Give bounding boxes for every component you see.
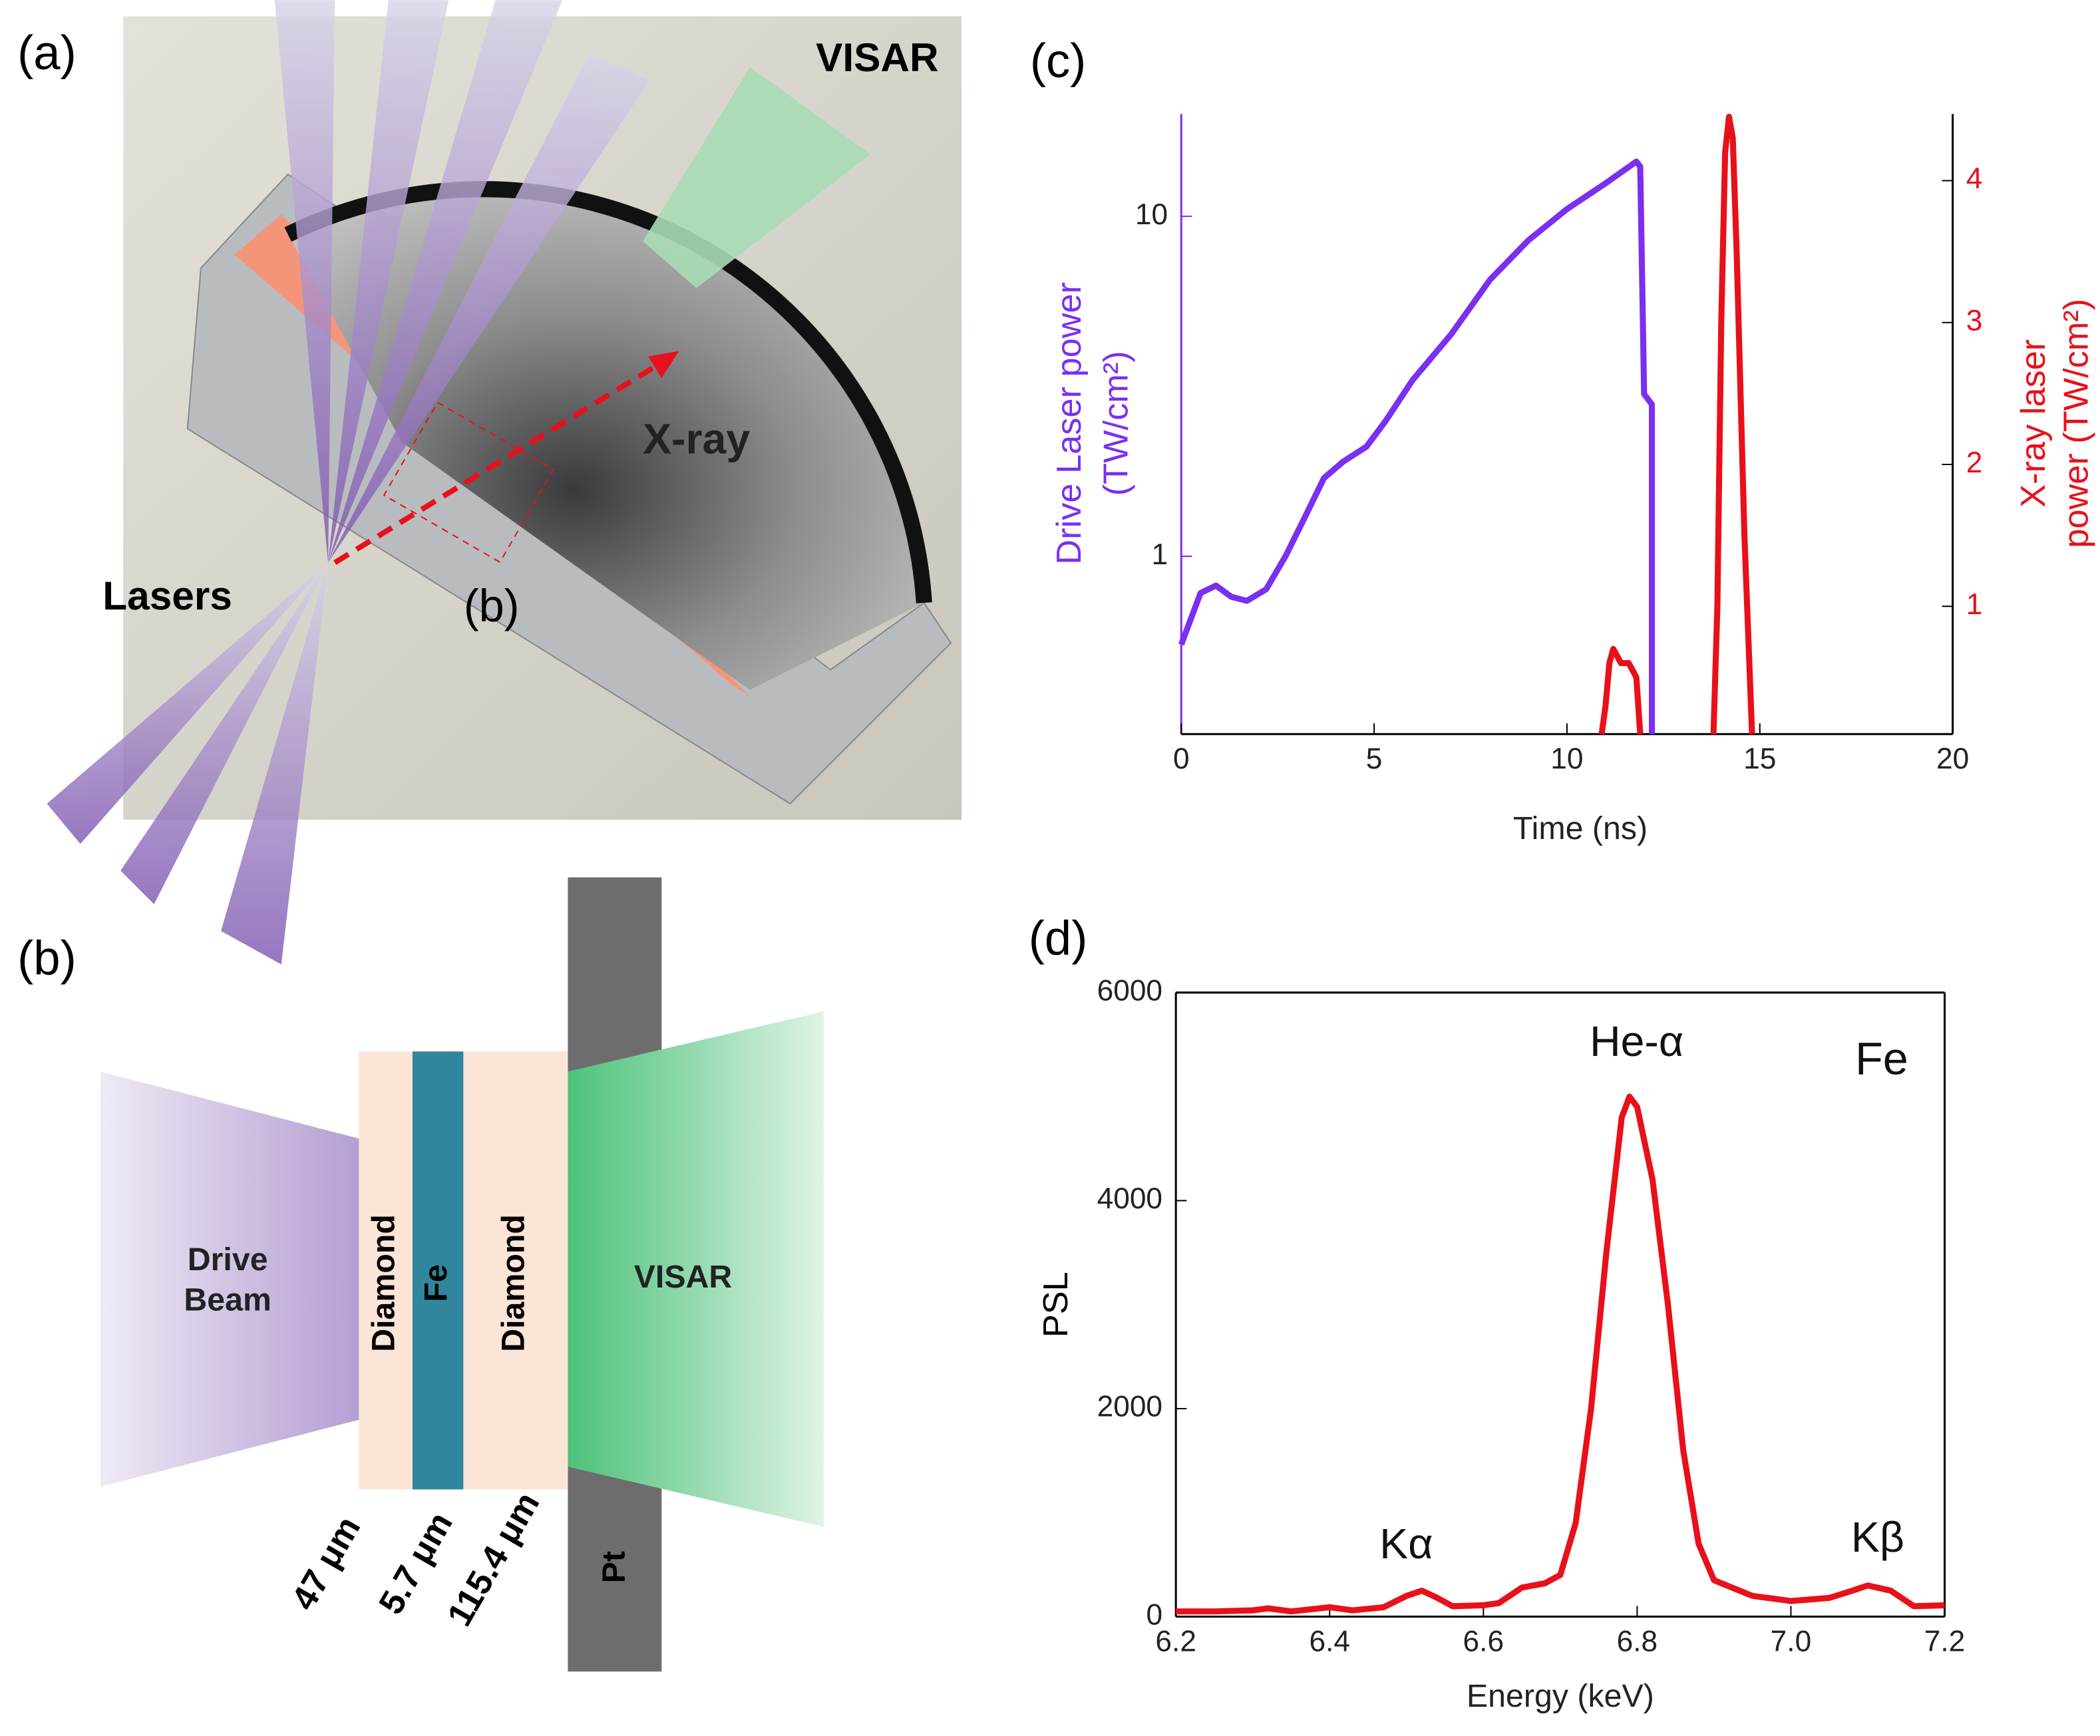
panel-label: (b) [17, 932, 77, 985]
drive-label: Beam [184, 1282, 271, 1317]
layer-label: Diamond [365, 1214, 401, 1352]
thickness-label: 47 μm [284, 1510, 368, 1617]
x-tick-label: 6.6 [1463, 1626, 1504, 1658]
diamond-layer [463, 1051, 568, 1490]
y2-tick-label: 3 [1966, 305, 1983, 337]
xray-path [333, 359, 665, 566]
visar-beam [643, 67, 871, 288]
x-axis-label: Energy (keV) [1467, 1678, 1654, 1714]
visar-label: VISAR [634, 1259, 733, 1295]
drive-label: Drive [188, 1242, 268, 1278]
panel-label: (d) [1029, 911, 1088, 965]
y-tick-label: 6000 [1097, 974, 1162, 1007]
y-axis-label: PSL [1037, 1272, 1075, 1337]
y-axis-label: Drive Laser power [1050, 282, 1089, 565]
y-tick-label: 10 [1135, 198, 1168, 231]
y2-tick-label: 1 [1966, 588, 1983, 621]
x-tick-label: 5 [1366, 743, 1383, 775]
fe-layer [412, 1051, 464, 1490]
visar-label: VISAR [816, 35, 939, 80]
xray-label: X-ray [643, 415, 750, 462]
y2-axis-label: power (TW/cm²) [2057, 299, 2096, 548]
annotation: Kα [1379, 1520, 1433, 1568]
data-line [1598, 114, 1755, 735]
x-tick-label: 6.2 [1155, 1626, 1196, 1658]
x-tick-label: 7.0 [1771, 1626, 1812, 1658]
y-tick-label: 4000 [1097, 1182, 1162, 1215]
x-axis-label: Time (ns) [1513, 810, 1648, 846]
x-tick-label: 15 [1743, 743, 1776, 775]
x-tick-label: 6.8 [1617, 1626, 1658, 1658]
data-line [1178, 158, 1656, 735]
x-tick-label: 7.2 [1924, 1626, 1966, 1658]
xray-arrowhead [648, 351, 679, 378]
y2-tick-label: 4 [1966, 162, 1983, 195]
x-tick-label: 20 [1936, 743, 1969, 775]
visar-beam [568, 1011, 824, 1527]
y-tick-label: 1 [1151, 538, 1168, 571]
y-tick-label: 0 [1146, 1598, 1162, 1631]
target-diagram: Drive Beam Diamond Fe Diamond VISAR Pt 4… [100, 877, 824, 1672]
x-tick-label: 0 [1173, 743, 1190, 775]
drive-beam [100, 1071, 359, 1487]
panel-label: (a) [17, 26, 77, 80]
annotation: Fe [1855, 1033, 1908, 1084]
laser-beams [47, 0, 650, 965]
thickness-label: 115.4 μm [440, 1486, 548, 1633]
y2-axis-label: X-ray laser [2014, 339, 2053, 508]
annotation: He-α [1590, 1017, 1683, 1065]
diamond-layer [359, 1051, 413, 1490]
x-tick-label: 10 [1550, 743, 1583, 775]
data-line [1176, 1093, 1945, 1615]
annotation: Kβ [1851, 1513, 1904, 1561]
setup-render: VISAR X-ray Lasers (b) [47, 0, 962, 965]
y2-tick-label: 2 [1966, 446, 1983, 479]
x-tick-label: 6.4 [1309, 1626, 1350, 1658]
y-axis-label: (TW/cm²) [1097, 351, 1135, 496]
pt-label: Pt [596, 1551, 632, 1583]
layer-label: Diamond [496, 1214, 532, 1352]
lasers-label: Lasers [102, 573, 232, 618]
y-tick-label: 2000 [1097, 1391, 1162, 1423]
layer-label: Fe [418, 1264, 454, 1302]
inset-box [383, 401, 555, 564]
disk [287, 189, 924, 690]
panel-label: (c) [1030, 34, 1086, 88]
inset-label: (b) [464, 580, 520, 631]
